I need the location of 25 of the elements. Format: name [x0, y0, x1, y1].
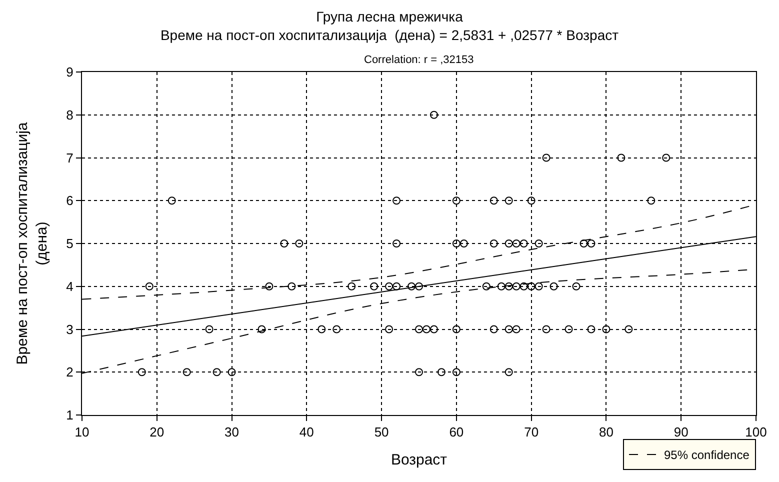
- x-axis-title: Возраст: [390, 452, 448, 469]
- x-tick-label: 20: [150, 424, 164, 440]
- chart-subtitle: Време на пост-оп хоспитализација (дена) = 2,5831 + ,02577 * Возраст: [160, 26, 620, 43]
- y-tick-label: 4: [66, 278, 74, 294]
- y-tick-label: 6: [66, 193, 74, 208]
- y-tick-label: 7: [66, 150, 74, 166]
- x-tick-label: 50: [374, 424, 389, 440]
- x-tick-label: 90: [674, 424, 688, 440]
- x-tick-label: 10: [74, 424, 90, 440]
- x-tick-label: 100: [745, 424, 767, 440]
- text: Correlation: r = ,32153: [364, 54, 474, 66]
- y-tick-label: 5: [66, 236, 74, 252]
- y-tick-label: 2: [66, 364, 74, 380]
- x-tick-label: 70: [524, 424, 539, 440]
- y-tick-label: 1: [66, 408, 74, 423]
- x-tick-label: 80: [598, 424, 614, 440]
- x-tick-label: 30: [224, 424, 240, 440]
- y-axis-title: Време на пост-оп хоспитализација (дена): [14, 122, 50, 365]
- x-tick-label: 60: [449, 424, 464, 440]
- y-tick-label: 3: [66, 322, 74, 337]
- y-tick-label: 9: [66, 64, 74, 80]
- chart-title: Група лесна мрежичка: [316, 8, 464, 25]
- y-tick-label: 8: [66, 107, 74, 122]
- legend-label: 95% confidence: [664, 448, 750, 462]
- x-tick-label: 40: [299, 424, 314, 440]
